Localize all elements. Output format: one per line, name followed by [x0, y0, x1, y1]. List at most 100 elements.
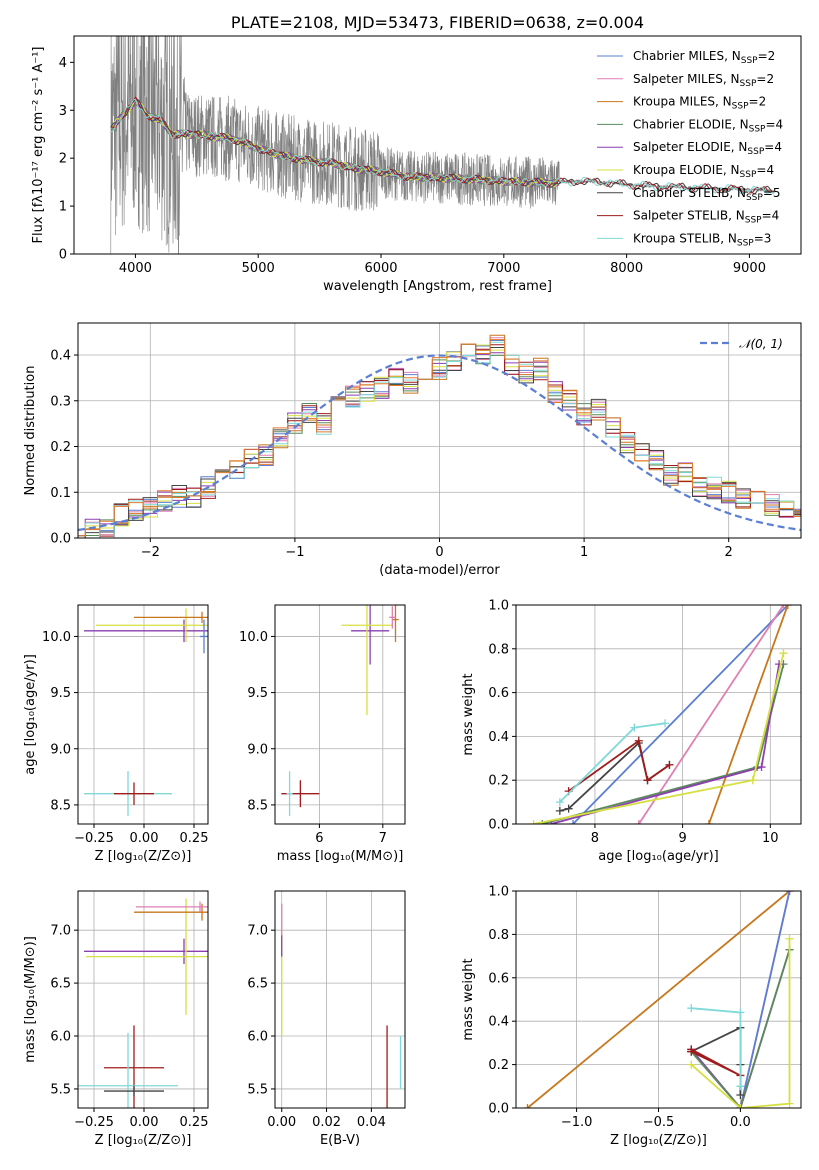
spectrum-frame	[73, 35, 802, 255]
weight-marker	[555, 798, 564, 807]
errorbar-point	[286, 771, 293, 817]
x-tick-label: −0.25	[74, 1115, 114, 1130]
y-axis-label: Flux [fλ10⁻¹⁷ erg cm⁻² s⁻¹ A⁻¹]	[31, 47, 46, 244]
y-tick-label: 0.4	[50, 349, 71, 364]
y-tick-label: 6.5	[50, 977, 71, 992]
x-tick-label: 0	[435, 545, 443, 560]
weight-marker	[736, 1104, 745, 1108]
legend-text: Chabrier ELODIE, N	[633, 117, 749, 131]
legend-text: Kroupa MILES, N	[633, 95, 732, 109]
y-tick-label: 0.2	[488, 1058, 509, 1073]
residuals-frame	[77, 322, 802, 539]
weight-marker	[523, 1104, 532, 1108]
legend-value: =2	[758, 49, 776, 63]
errorbar-point	[200, 619, 208, 654]
legend-sub: SSP	[737, 238, 754, 248]
weight-marker	[785, 891, 794, 895]
y-tick-label: 3	[59, 104, 67, 119]
weight-marker	[630, 723, 639, 732]
x-tick-label: 0.02	[312, 1115, 341, 1130]
legend-entry: Kroupa MILES, NSSP=2	[633, 95, 766, 112]
weight-marker	[687, 1004, 696, 1013]
x-tick-label: 7	[379, 831, 387, 846]
legend-sub: SSP	[732, 102, 749, 112]
weight-marker	[661, 719, 670, 728]
x-tick-label: −0.5	[643, 1115, 675, 1130]
weight_vs_age-frame	[515, 604, 802, 825]
y-tick-label: 2	[59, 152, 67, 167]
normal-curve	[78, 354, 801, 532]
weight-marker	[665, 760, 674, 769]
mass_vs_EBV-frame	[274, 890, 406, 1109]
y-tick-label: 0.1	[50, 486, 71, 501]
y-tick-label: 0.6	[488, 971, 509, 986]
y-tick-label: 5.5	[247, 1082, 268, 1097]
x-tick-label: 9	[678, 831, 686, 846]
weight-series	[638, 605, 785, 824]
x-tick-label: 0.25	[180, 831, 209, 846]
weight-series	[526, 891, 791, 1108]
chart-title: PLATE=2108, MJD=53473, FIBERID=0638, z=0…	[231, 13, 644, 32]
weight-marker	[634, 820, 643, 824]
y-tick-label: 8.5	[247, 798, 268, 813]
legend-sub: SSP	[741, 56, 758, 66]
mass_vs_Z-plot	[78, 898, 208, 1108]
errorbar-point	[84, 619, 208, 643]
x-axis-label: E(B-V)	[320, 1133, 360, 1148]
errorbar-point	[351, 605, 390, 665]
legend-text: Salpeter STELIB, N	[633, 209, 745, 223]
x-tick-label: 2	[725, 545, 733, 560]
x-axis-label: (data-model)/error	[379, 563, 500, 578]
age_vs_Z-axes: −0.25 0.00 0.25 8.5 9.0 9.5 10.0 Z [log₁₀(Z/Z⊙)…	[23, 605, 208, 864]
weight-series	[690, 949, 791, 1108]
y-tick-label: 1	[59, 200, 67, 215]
legend-value: =4	[764, 140, 782, 154]
model-line	[110, 98, 775, 195]
x-tick-label: 0.0	[730, 1115, 751, 1130]
weight-marker	[634, 736, 643, 745]
y-tick-label: 0.2	[488, 774, 509, 789]
x-axis-label: Z [log₁₀(Z/Z⊙)]	[95, 1133, 192, 1148]
model-line	[110, 98, 775, 195]
x-axis-label: mass [log₁₀(M/M⊙)]	[277, 849, 404, 864]
x-tick-label: 4000	[119, 261, 152, 276]
age_vs_mass-plot	[281, 605, 399, 817]
legend-value: =3	[754, 231, 772, 245]
y-tick-label: 0.0	[50, 532, 71, 547]
y-tick-label: 0.3	[50, 394, 71, 409]
x-tick-label: 7000	[487, 261, 520, 276]
weight-marker	[687, 1045, 696, 1054]
weight-marker	[785, 1099, 794, 1108]
errorbar-point	[104, 1025, 164, 1108]
x-tick-label: 0.04	[357, 1115, 386, 1130]
y-tick-label: 4	[59, 56, 67, 71]
legend-entry: Chabrier MILES, NSSP=2	[633, 49, 775, 66]
weight-series	[708, 605, 789, 824]
legend-text: Chabrier MILES, N	[633, 49, 741, 63]
errorbar-point	[96, 608, 208, 643]
x-axis-label: Z [log₁₀(Z/Z⊙)]	[95, 849, 192, 864]
age_vs_Z-frame	[77, 604, 209, 825]
legend-text: Kroupa STELIB, N	[633, 231, 737, 245]
spectrum-plot	[110, 36, 775, 254]
weight-marker	[555, 806, 564, 815]
legend-entry: Salpeter STELIB, NSSP=4	[633, 209, 779, 226]
weight-series	[572, 605, 789, 824]
legend-text: Kroupa ELODIE, N	[633, 163, 740, 177]
y-tick-label: 9.0	[50, 742, 71, 757]
legend-entry: Kroupa ELODIE, NSSP=4	[633, 163, 774, 180]
weight_vs_Z-plot	[523, 891, 794, 1108]
y-tick-label: 0.6	[488, 686, 509, 701]
legend-value: =4	[756, 163, 774, 177]
weight-marker	[704, 820, 713, 824]
residual-plot	[78, 334, 801, 538]
errorbar-point	[134, 611, 208, 623]
weight-marker	[736, 1082, 745, 1091]
residual-histogram	[78, 341, 801, 538]
y-tick-label: 1.0	[488, 885, 509, 900]
x-tick-label: 0.00	[267, 1115, 296, 1130]
errorbar-point	[136, 901, 208, 913]
weight-marker	[569, 820, 577, 824]
weight-series	[533, 652, 785, 824]
